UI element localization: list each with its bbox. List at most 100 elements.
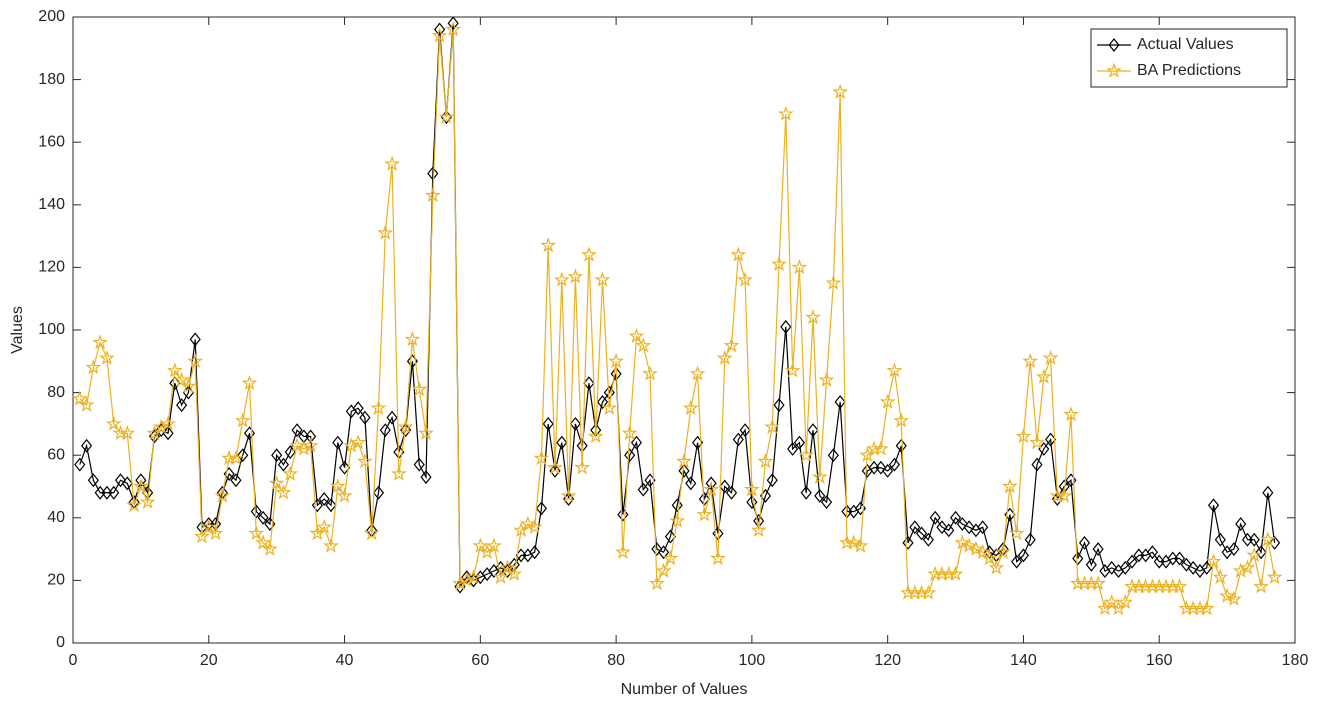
marker: [189, 332, 201, 347]
marker: [1174, 551, 1186, 566]
marker: [1065, 473, 1077, 488]
marker: [424, 187, 441, 203]
marker: [1117, 593, 1134, 610]
y-tick-label: 100: [38, 321, 65, 338]
marker: [108, 485, 120, 500]
marker: [132, 478, 149, 494]
y-tick-label: 60: [47, 446, 65, 463]
marker: [766, 473, 778, 488]
marker: [418, 424, 434, 441]
marker: [750, 521, 767, 538]
x-tick-label: 120: [874, 652, 901, 669]
marker: [696, 506, 713, 522]
marker: [74, 457, 86, 472]
marker: [845, 534, 862, 550]
marker: [723, 337, 740, 353]
marker: [882, 463, 894, 478]
marker: [228, 449, 244, 466]
marker: [719, 479, 731, 494]
marker: [777, 105, 794, 121]
x-tick-label: 160: [1146, 652, 1173, 669]
series: [71, 21, 1283, 616]
marker: [370, 399, 387, 415]
marker: [716, 349, 733, 365]
marker: [703, 481, 720, 497]
marker: [180, 378, 197, 394]
marker: [1035, 368, 1052, 384]
marker: [658, 545, 670, 560]
marker: [338, 460, 351, 475]
marker: [1108, 38, 1120, 52]
x-tick-label: 180: [1282, 652, 1309, 669]
marker: [114, 473, 127, 488]
marker: [139, 493, 156, 509]
marker: [583, 376, 595, 391]
y-tick-label: 160: [38, 133, 65, 150]
marker: [730, 246, 747, 262]
marker: [916, 526, 928, 541]
marker: [988, 559, 1005, 575]
marker: [427, 166, 439, 181]
marker: [1239, 559, 1256, 575]
marker: [608, 352, 625, 369]
marker: [194, 528, 210, 544]
marker: [289, 437, 305, 453]
marker: [1001, 478, 1018, 494]
marker: [506, 565, 523, 581]
marker: [499, 559, 516, 575]
x-tick-label: 60: [471, 652, 489, 669]
marker: [780, 319, 792, 334]
marker: [1259, 531, 1276, 547]
marker: [173, 371, 190, 387]
marker: [78, 396, 95, 412]
marker: [445, 21, 462, 37]
marker: [746, 495, 758, 510]
marker: [207, 525, 224, 541]
marker: [791, 259, 808, 275]
marker: [832, 83, 849, 99]
marker: [1228, 542, 1240, 557]
marker: [1171, 578, 1188, 594]
marker: [949, 510, 962, 525]
marker: [879, 393, 896, 409]
marker: [1008, 525, 1025, 541]
marker: [119, 424, 136, 441]
marker: [872, 440, 889, 456]
y-tick-label: 140: [38, 196, 65, 213]
marker: [105, 415, 122, 431]
marker: [1106, 62, 1122, 78]
marker: [501, 564, 514, 578]
marker: [438, 108, 455, 124]
marker: [431, 27, 448, 43]
marker: [1024, 532, 1036, 547]
marker: [961, 537, 978, 553]
marker: [1085, 557, 1097, 572]
marker: [567, 268, 584, 284]
marker: [71, 390, 88, 406]
marker: [121, 476, 133, 491]
marker: [1253, 578, 1269, 594]
marker: [685, 476, 697, 491]
marker: [784, 362, 801, 378]
marker: [893, 412, 910, 428]
legend-label: BA Predictions: [1137, 62, 1241, 79]
marker: [560, 487, 577, 503]
marker: [261, 540, 278, 556]
marker: [1187, 560, 1199, 575]
marker: [323, 537, 339, 553]
marker: [377, 224, 394, 240]
marker: [465, 568, 482, 585]
marker: [1119, 560, 1131, 575]
marker: [563, 492, 575, 506]
marker: [943, 523, 955, 538]
marker: [1056, 487, 1073, 503]
marker: [255, 534, 272, 550]
marker: [909, 520, 921, 535]
marker: [257, 510, 269, 525]
marker: [628, 327, 645, 343]
marker: [642, 365, 658, 381]
marker: [601, 399, 618, 415]
marker: [332, 435, 344, 450]
marker: [1103, 593, 1120, 610]
marker: [404, 331, 421, 347]
